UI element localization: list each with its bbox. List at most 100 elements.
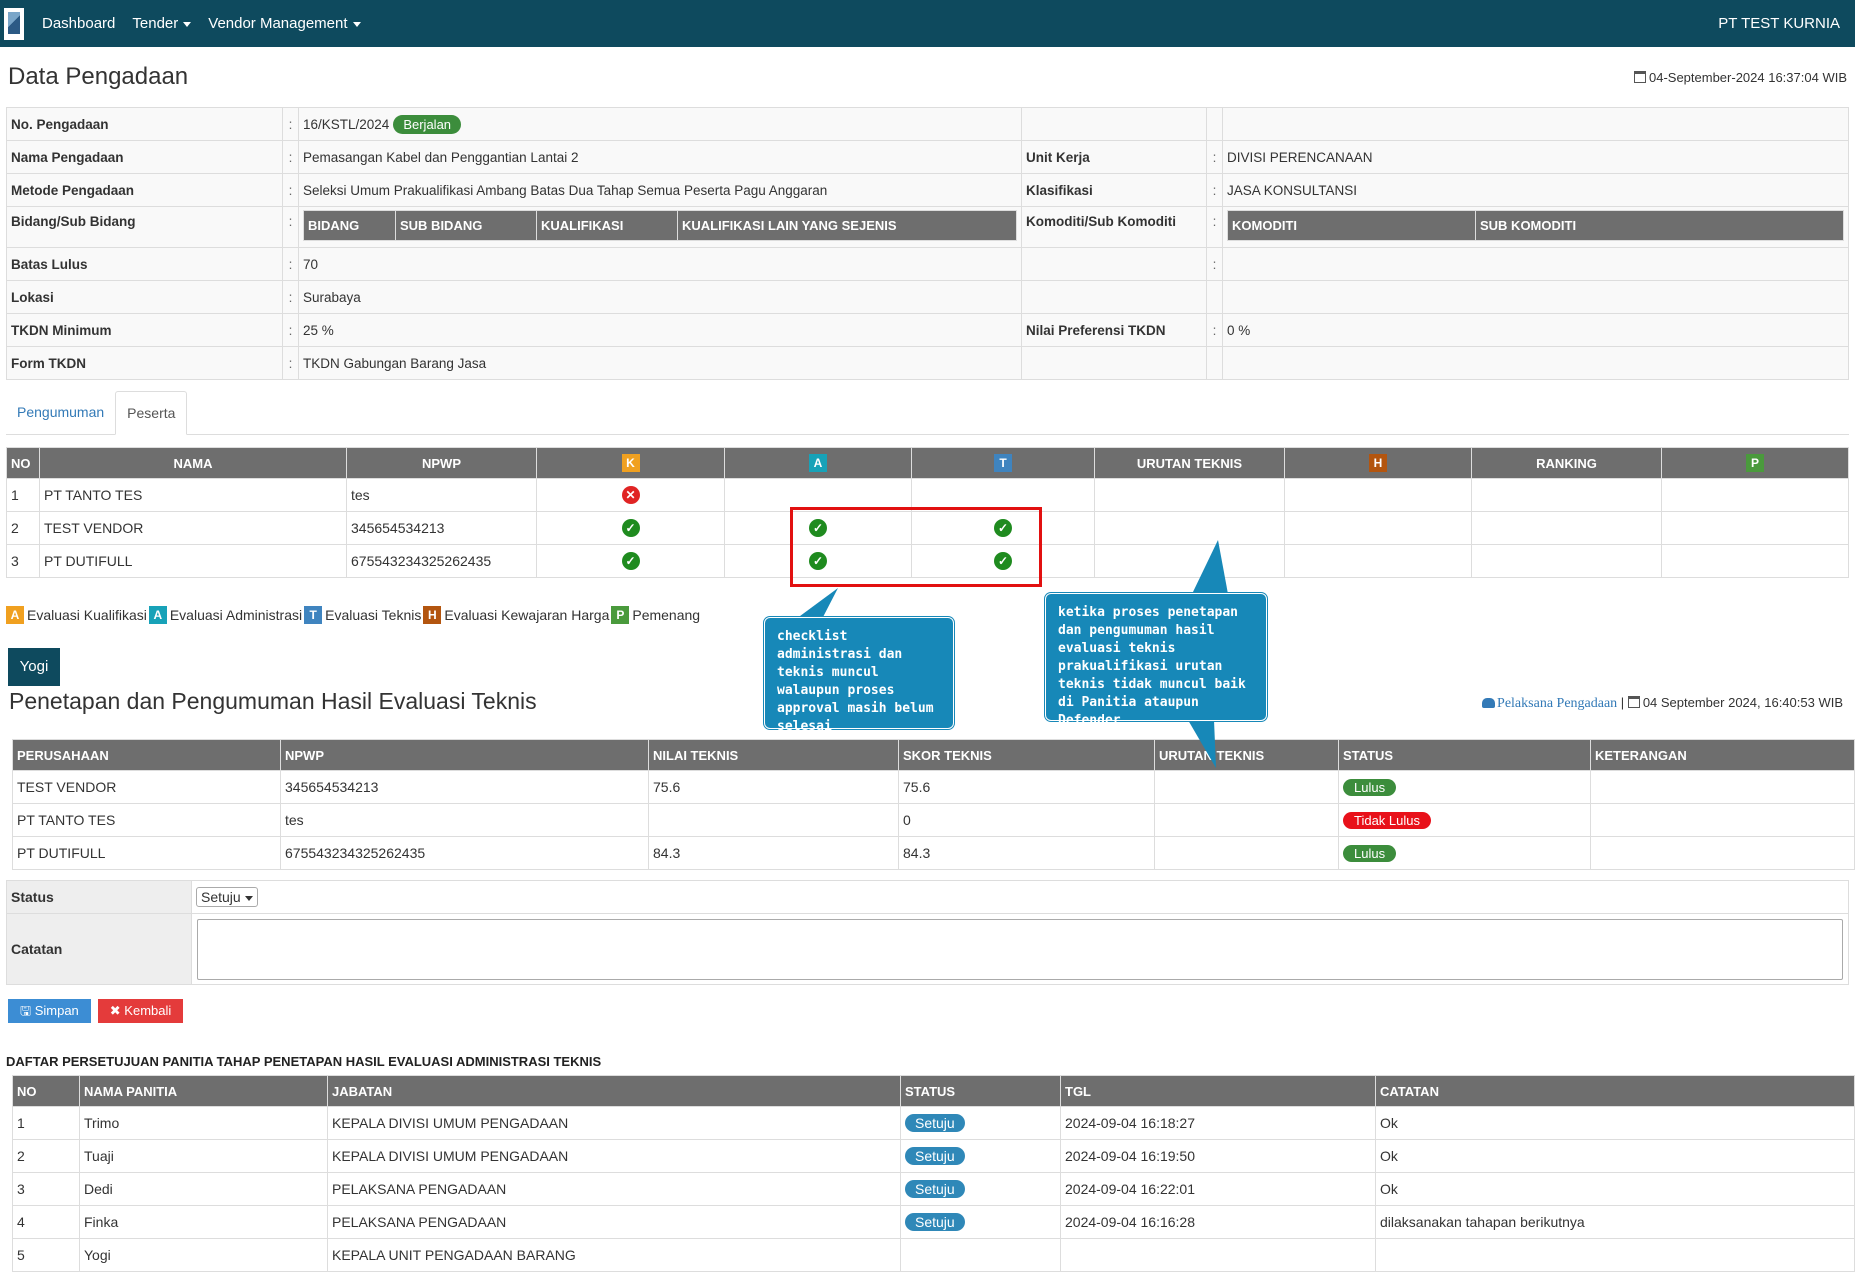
caret-down-icon [183,21,192,27]
status-badge: Tidak Lulus [1343,811,1431,829]
save-button[interactable]: 🖫 Simpan [8,999,91,1023]
table-row: 3 Dedi PELAKSANA PENGADAAN Setuju 2024-09-04… [12,1172,1855,1206]
eval-cell: ✓ [536,511,725,545]
row-skor: 75.6 [898,770,1155,804]
pelaksana-link[interactable]: Pelaksana Pengadaan [1497,696,1618,711]
col-keterangan: KETERANGAN [1590,739,1855,771]
row-urutan [1154,770,1339,804]
row-no: 1 [6,478,40,512]
status-select[interactable]: Setuju [196,887,258,907]
bidang-header: BIDANG [303,210,396,241]
info-value: Surabaya [298,280,1022,314]
info-label: Nilai Preferensi TKDN [1021,313,1207,347]
company-name[interactable]: PT TEST KURNIA [1718,15,1840,32]
col-nilai-teknis: NILAI TEKNIS [648,739,899,771]
info-sep: : [282,247,299,281]
row-nilai [648,803,899,837]
info-value: Pemasangan Kabel dan Penggantian Lantai … [298,140,1022,174]
row-nama: Tuaji [79,1139,328,1173]
approval-form: Status Setuju Catatan [6,880,1849,985]
row-nilai: 84.3 [648,836,899,870]
info-sep: : [282,313,299,347]
bidang-header: SUB BIDANG [395,210,537,241]
table-row: 1 Trimo KEPALA DIVISI UMUM PENGADAAN Setuju… [12,1106,1855,1140]
row-status: Setuju [900,1172,1061,1206]
tab-peserta[interactable]: Peserta [115,391,188,435]
users-icon [1482,698,1496,708]
row-jabatan: PELAKSANA PENGADAAN [327,1172,901,1206]
row-nama: Finka [79,1205,328,1239]
col-status: STATUS [900,1075,1061,1107]
row-jabatan: KEPALA DIVISI UMUM PENGADAAN [327,1139,901,1173]
save-label: Simpan [34,1003,79,1018]
form-table: Status Setuju Catatan [6,880,1849,985]
col-skor-teknis: SKOR TEKNIS [898,739,1155,771]
row-nilai: 75.6 [648,770,899,804]
info-value [1222,280,1849,314]
legend-letter-badge: P [611,606,630,624]
info-sep: : [1206,173,1223,207]
table-row: 4 Finka PELAKSANA PENGADAAN Setuju 2024-09-0… [12,1205,1855,1239]
col-tgl: TGL [1060,1075,1376,1107]
nav-dashboard[interactable]: Dashboard [42,15,116,32]
legend-label: Evaluasi Kualifikasi [27,607,147,623]
page-title: Data Pengadaan [8,63,189,90]
row-keterangan [1590,770,1855,804]
catatan-textarea[interactable] [197,919,1843,980]
row-npwp: 345654534213 [346,511,537,545]
table-row: 2 Tuaji KEPALA DIVISI UMUM PENGADAAN Setuju… [12,1139,1855,1173]
back-button[interactable]: ✖ Kembali [97,999,184,1023]
status-badge: Setuju [905,1114,965,1132]
nav-vendor-label: Vendor Management [208,15,348,32]
info-sep [1206,107,1223,141]
app-logo[interactable] [4,7,24,40]
row-nama: Yogi [79,1238,328,1272]
user-button[interactable]: Yogi [8,648,60,686]
info-value: KOMODITI SUB KOMODITI [1222,206,1849,248]
bidang-header: KUALIFIKASI LAIN YANG SEJENIS [677,210,1017,241]
evaluation-table: PERUSAHAAN NPWP NILAI TEKNIS SKOR TEKNIS… [12,739,1855,870]
row-catatan: Ok [1375,1106,1855,1140]
empty-cell [1284,544,1472,578]
col-p: P [1661,447,1849,479]
empty-cell [1094,544,1285,578]
form-buttons: 🖫 Simpan ✖ Kembali [8,999,190,1023]
info-label: TKDN Minimum [6,313,283,347]
check-circle-icon: ✓ [621,552,640,570]
legend-label: Evaluasi Administrasi [169,607,303,623]
row-keterangan [1590,836,1855,870]
status-label: Status [6,880,192,914]
status-select-value: Setuju [201,889,241,905]
info-label: Komoditi/Sub Komoditi [1021,206,1207,248]
row-npwp: 675543234325262435 [280,836,649,870]
info-sep: : [282,173,299,207]
info-label: Metode Pengadaan [6,173,283,207]
nav-tender[interactable]: Tender [132,15,192,32]
tab-pengumuman[interactable]: Pengumuman [17,404,105,420]
catatan-cell [191,913,1849,985]
info-label: Klasifikasi [1021,173,1207,207]
empty-cell [1094,478,1285,512]
check-circle-icon: ✓ [809,552,827,570]
info-label: Unit Kerja [1021,140,1207,174]
status-badge: Setuju [905,1180,965,1198]
table-row: PT DUTIFULL 675543234325262435 84.3 84.3 Lul… [12,836,1855,870]
row-npwp: tes [280,803,649,837]
col-jabatan: JABATAN [327,1075,901,1107]
col-nama-panitia: NAMA PANITIA [79,1075,328,1107]
procurement-info-table: No. Pengadaan : 16/KSTL/2024 Berjalan Nam… [6,107,1849,380]
approval-table-wrap: NO NAMA PANITIA JABATAN STATUS TGL CATAT… [6,1075,1855,1272]
row-jabatan: KEPALA DIVISI UMUM PENGADAAN [327,1106,901,1140]
row-urutan [1154,803,1339,837]
row-nama: PT TANTO TES [39,478,347,512]
info-value [1222,247,1849,281]
row-tgl: 2024-09-04 16:19:50 [1060,1139,1376,1173]
row-no: 2 [12,1139,80,1173]
peserta-table: NO NAMA NPWP K A T URUTAN TEKNIS H RANKI… [6,447,1849,578]
chevron-down-icon [244,895,253,901]
empty-cell [1471,544,1662,578]
legend-label: Evaluasi Kewajaran Harga [444,607,610,623]
eval-cell: ✕ [536,478,725,512]
info-label: Bidang/Sub Bidang [6,206,283,248]
nav-vendor-management[interactable]: Vendor Management [208,15,361,32]
